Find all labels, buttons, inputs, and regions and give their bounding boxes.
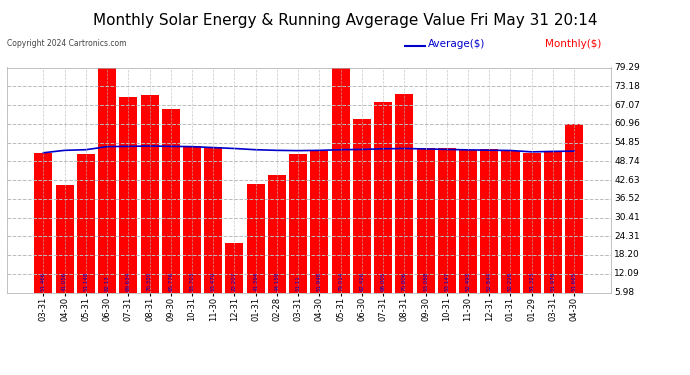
Bar [77, 154, 95, 292]
Bar [544, 152, 562, 292]
Bar [119, 97, 137, 292]
Bar [395, 93, 413, 292]
Text: 5.98: 5.98 [614, 288, 634, 297]
Text: 48.74: 48.74 [614, 157, 640, 166]
Text: 51.148: 51.148 [83, 272, 88, 291]
Text: 79.29: 79.29 [614, 63, 640, 72]
Text: 30.41: 30.41 [614, 213, 640, 222]
Bar [332, 68, 350, 292]
Bar [226, 243, 244, 292]
Text: 53.088: 53.088 [423, 272, 428, 291]
Text: 67.07: 67.07 [614, 100, 640, 109]
Bar [502, 150, 520, 292]
Bar [268, 176, 286, 292]
Bar [246, 184, 265, 292]
Text: 54.85: 54.85 [614, 138, 640, 147]
Text: Monthly($): Monthly($) [545, 39, 602, 50]
Text: 18.20: 18.20 [614, 251, 640, 260]
Bar [289, 154, 307, 292]
Bar [459, 150, 477, 292]
Text: 68.005: 68.005 [381, 272, 386, 291]
Text: 70.806: 70.806 [402, 272, 407, 291]
Text: 51.948: 51.948 [317, 272, 322, 291]
Text: 65.776: 65.776 [168, 272, 173, 291]
Text: 51.466: 51.466 [41, 272, 46, 291]
Text: 60.96: 60.96 [614, 119, 640, 128]
Text: Copyright 2024 Cartronics.com: Copyright 2024 Cartronics.com [7, 39, 126, 48]
Text: Average($): Average($) [428, 39, 485, 50]
Text: 52.493: 52.493 [466, 272, 471, 291]
Bar [34, 153, 52, 292]
Text: 42.63: 42.63 [614, 176, 640, 184]
Text: 73.18: 73.18 [614, 82, 640, 91]
Text: 24.31: 24.31 [614, 232, 640, 241]
Bar [56, 185, 74, 292]
Text: 22.207: 22.207 [232, 272, 237, 291]
Bar [565, 124, 583, 292]
Text: 69.634: 69.634 [126, 272, 131, 291]
Bar [417, 148, 435, 292]
Text: 82.13: 82.13 [105, 275, 110, 291]
Text: 44.159: 44.159 [275, 272, 279, 291]
Bar [161, 109, 180, 292]
Text: 52.844: 52.844 [486, 272, 492, 291]
Text: 51.978: 51.978 [551, 272, 555, 291]
Bar [141, 95, 159, 292]
Text: 70.330: 70.330 [147, 272, 152, 291]
Text: 51.665: 51.665 [572, 272, 577, 291]
Text: Monthly Solar Energy & Running Avgerage Value Fri May 31 20:14: Monthly Solar Energy & Running Avgerage … [92, 13, 598, 28]
Bar [353, 119, 371, 292]
Text: 53.147: 53.147 [444, 272, 449, 291]
Bar [523, 153, 541, 292]
Text: 41.394: 41.394 [253, 272, 258, 291]
Bar [204, 147, 222, 292]
Text: 52.228: 52.228 [508, 272, 513, 291]
Bar [310, 152, 328, 292]
Text: 53.703: 53.703 [190, 272, 195, 291]
Bar [183, 146, 201, 292]
Text: 51.323: 51.323 [529, 272, 534, 291]
Bar [98, 59, 116, 292]
Text: 79.014: 79.014 [338, 272, 343, 291]
Bar [374, 102, 392, 292]
Bar [480, 148, 498, 292]
Text: 53.470: 53.470 [210, 272, 216, 291]
Bar [437, 148, 456, 292]
Text: 62.426: 62.426 [359, 272, 364, 291]
Text: 51.11: 51.11 [295, 275, 301, 291]
Text: 12.09: 12.09 [614, 269, 640, 278]
Text: 41.056: 41.056 [62, 272, 67, 291]
Text: 36.52: 36.52 [614, 194, 640, 203]
